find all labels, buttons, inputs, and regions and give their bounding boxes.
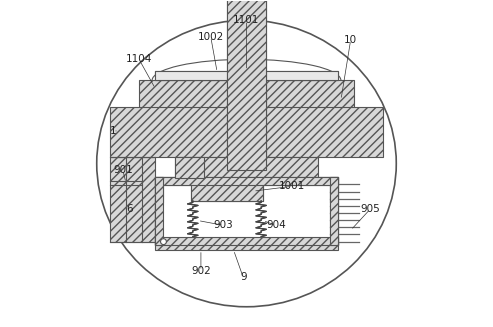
Bar [155, 177, 338, 245]
Bar [175, 157, 318, 178]
Ellipse shape [97, 20, 396, 307]
Text: 901: 901 [113, 165, 133, 175]
Bar [155, 71, 338, 80]
Bar [155, 71, 338, 80]
Bar [155, 177, 338, 185]
Bar [329, 177, 338, 245]
Bar [164, 202, 329, 237]
Bar [155, 177, 338, 185]
Circle shape [161, 239, 167, 245]
Text: 1001: 1001 [279, 181, 305, 191]
Bar [155, 177, 164, 245]
Bar [139, 80, 354, 108]
Text: 9: 9 [240, 272, 246, 283]
Bar [155, 237, 338, 245]
Bar [329, 177, 338, 245]
Bar [110, 107, 383, 157]
Bar [155, 242, 338, 250]
Text: 6: 6 [126, 204, 133, 214]
Bar [227, 0, 266, 170]
Bar [110, 107, 383, 108]
Bar [155, 177, 164, 245]
Text: 1104: 1104 [126, 54, 152, 64]
Text: 1002: 1002 [198, 31, 224, 42]
Bar [175, 157, 204, 178]
Bar [164, 185, 329, 237]
Text: 903: 903 [214, 220, 234, 230]
Bar [191, 183, 263, 201]
Bar [191, 183, 263, 201]
Bar [155, 237, 338, 245]
Text: 1101: 1101 [233, 15, 260, 25]
Bar [227, 0, 266, 170]
Text: 904: 904 [266, 220, 285, 230]
Text: 905: 905 [360, 204, 380, 214]
Text: 1: 1 [109, 126, 116, 136]
Text: 902: 902 [191, 266, 211, 276]
Bar [110, 157, 155, 242]
Text: 10: 10 [344, 35, 357, 45]
